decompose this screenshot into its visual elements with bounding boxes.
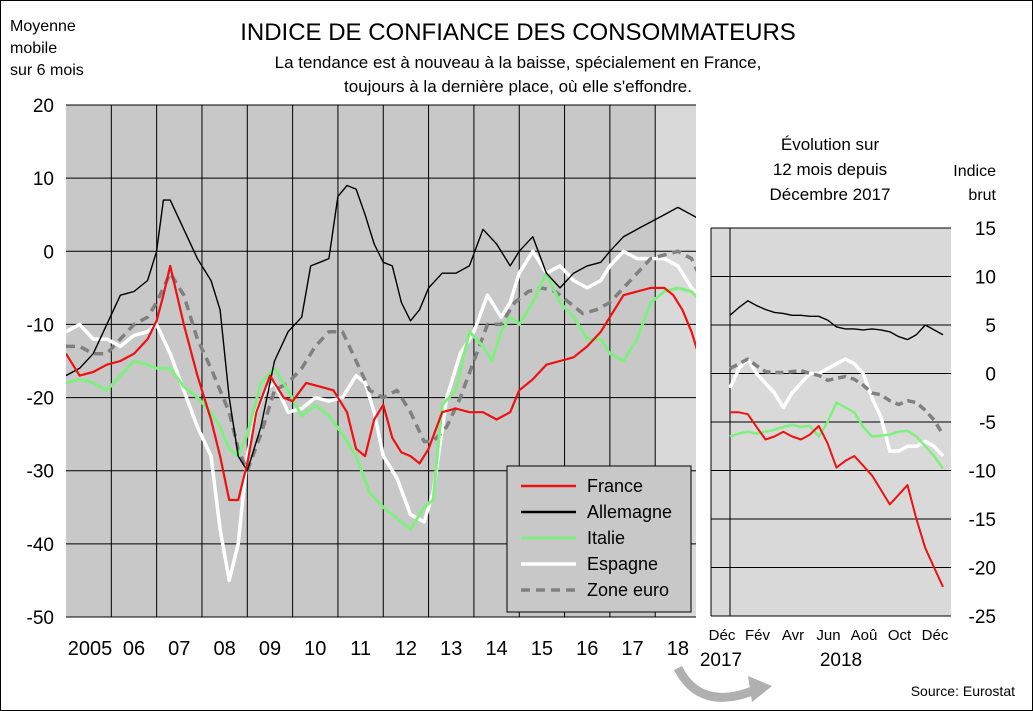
legend-label: Italie [587, 528, 625, 548]
inset-ytick-label: -10 [969, 462, 996, 483]
main-ytick-label: 20 [33, 96, 54, 117]
inset-series-line-espagne [728, 357, 945, 458]
curved-arrow-icon [673, 665, 772, 702]
main-ytick-label: -20 [27, 389, 54, 410]
inset-ytick-label: -5 [979, 413, 996, 434]
legend-label: Espagne [587, 554, 658, 574]
main-xtick-label: 07 [168, 638, 190, 660]
inset-year-label: 2017 [700, 650, 742, 671]
main-xtick-label: 2005 [68, 638, 113, 660]
inset-month-label: Déc [922, 627, 949, 644]
main-xtick-label: 17 [621, 638, 643, 660]
inset-series-line-zone-euro [729, 357, 945, 436]
inset-ylabel-2: brut [968, 187, 996, 204]
moving-average-note-1: Moyenne [10, 18, 76, 35]
legend-label: France [587, 476, 643, 496]
main-xtick-label: 13 [440, 638, 462, 660]
main-xtick-label: 10 [304, 638, 326, 660]
inset-series-line-france [730, 411, 944, 588]
moving-average-note-2: mobile [10, 40, 57, 57]
inset-title-1: Évolution sur [781, 135, 880, 154]
main-xtick-label: 18 [667, 638, 689, 660]
inset-ylabel-1: Indice [953, 163, 996, 180]
main-xtick-label: 09 [259, 638, 281, 660]
chart-title: INDICE DE CONFIANCE DES CONSOMMATEURS [240, 19, 796, 46]
chart-subtitle-1: La tendance est à nouveau à la baisse, s… [275, 53, 762, 72]
main-ytick-label: -30 [27, 462, 54, 483]
inset-month-label: Jun [816, 627, 840, 644]
inset-month-label: Aoû [851, 627, 878, 644]
moving-average-note-3: sur 6 mois [10, 62, 84, 79]
inset-ytick-label: 0 [985, 365, 996, 386]
chart-subtitle-2: toujours à la dernière place, où elle s'… [344, 77, 692, 96]
main-ytick-label: -10 [27, 315, 54, 336]
inset-ytick-label: -25 [969, 607, 996, 628]
inset-series-line-allemagne [729, 300, 944, 341]
series-line-allemagne [66, 184, 696, 472]
inset-month-label: Déc [709, 627, 736, 644]
main-ytick-label: -40 [27, 535, 54, 556]
inset-month-label: Avr [782, 627, 804, 644]
inset-ytick-label: -20 [969, 559, 996, 580]
main-xtick-label: 11 [350, 638, 371, 660]
main-xtick-label: 12 [395, 638, 417, 660]
inset-series-line-italie [729, 401, 945, 470]
inset-chart: 15 10 5 0 -5 -10 -15 -20 -25 Déc Fév Avr Jun Aoû Oct Dé… [700, 219, 996, 671]
series-line-france [66, 264, 696, 502]
main-ytick-label: 10 [33, 169, 54, 190]
inset-title-3: Décembre 2017 [770, 185, 891, 204]
main-xtick-label: 15 [531, 638, 553, 660]
inset-ytick-label: 5 [985, 316, 996, 337]
inset-month-label: Fév [745, 627, 771, 644]
main-ytick-label: -50 [27, 608, 54, 629]
main-xtick-label: 06 [123, 638, 145, 660]
main-xtick-label: 14 [485, 638, 507, 660]
inset-ytick-label: -15 [969, 510, 996, 531]
inset-month-label: Oct [888, 627, 912, 644]
legend: France Allemagne Italie Espagne Zone euro [506, 465, 692, 613]
inset-ytick-label: 15 [975, 219, 996, 240]
inset-year-label: 2018 [820, 650, 862, 671]
legend-label: Allemagne [587, 502, 672, 522]
inset-title-2: 12 mois depuis [773, 160, 887, 179]
main-ytick-label: 0 [43, 242, 54, 263]
main-xtick-label: 08 [214, 638, 236, 660]
source-note: Source: Eurostat [911, 683, 1015, 699]
legend-label: Zone euro [587, 580, 669, 600]
inset-ytick-label: 10 [975, 268, 996, 289]
main-xtick-label: 16 [576, 638, 598, 660]
main-chart: 20 10 0 -10 -20 -30 -40 -50 2005 06 07 08 09 10 11 12 13… [27, 96, 696, 660]
